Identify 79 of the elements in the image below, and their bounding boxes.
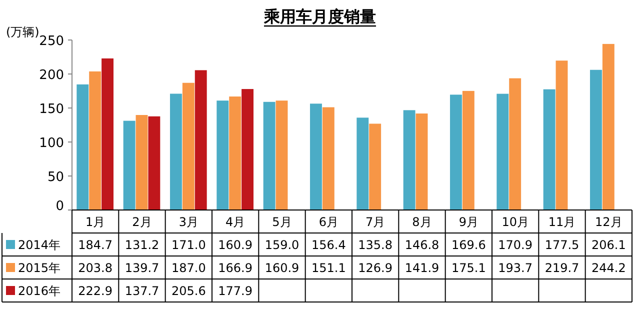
bar: [216, 100, 229, 210]
legend-label: 2015年: [18, 261, 61, 275]
data-label: 169.6: [451, 238, 486, 252]
x-tick-label: 3月: [178, 215, 198, 229]
x-tick-label: 10月: [502, 215, 529, 229]
x-tick-label: 5月: [272, 215, 292, 229]
x-tick-label: 2月: [132, 215, 152, 229]
bar: [148, 116, 160, 210]
data-label: 126.9: [358, 261, 393, 275]
bar: [416, 114, 428, 210]
y-tick-label: 250: [39, 34, 64, 49]
bar: [509, 78, 522, 210]
chart-title: 乘用车月度销量: [263, 7, 376, 26]
bar: [89, 71, 102, 210]
data-label: 131.2: [124, 238, 160, 252]
data-label: 222.9: [78, 284, 113, 298]
y-tick-label: 0: [56, 199, 64, 214]
data-label: 187.0: [171, 261, 206, 275]
data-label: 141.9: [404, 261, 440, 275]
bar: [543, 89, 556, 210]
data-label: 184.7: [78, 238, 113, 252]
bar: [194, 70, 207, 210]
bar: [496, 94, 509, 210]
data-label: 159.0: [264, 238, 300, 252]
y-tick-label: 200: [39, 68, 64, 83]
bar: [322, 107, 334, 210]
y-axis-title: (万辆): [6, 25, 40, 39]
bar: [403, 110, 416, 210]
data-label: 137.7: [124, 284, 160, 298]
data-label: 193.7: [498, 261, 533, 275]
data-label: 170.9: [498, 238, 533, 252]
data-label: 219.7: [544, 261, 580, 275]
bar: [123, 120, 136, 210]
data-label: 205.6: [171, 284, 206, 298]
bar: [276, 100, 288, 210]
data-label: 151.1: [311, 261, 346, 275]
bar: [136, 115, 148, 210]
x-tick-label: 7月: [366, 215, 386, 229]
bar: [170, 94, 182, 210]
bar: [462, 90, 474, 210]
bar: [263, 102, 276, 210]
bar: [310, 104, 322, 210]
y-tick-label: 50: [47, 170, 64, 185]
data-label: 203.8: [78, 261, 113, 275]
x-tick-label: 9月: [458, 215, 478, 229]
legend-label: 2014年: [18, 238, 61, 252]
y-tick-label: 150: [39, 102, 64, 117]
bar: [229, 96, 242, 210]
legend-label: 2016年: [18, 284, 61, 298]
data-label: 171.0: [171, 238, 206, 252]
x-tick-label: 11月: [548, 215, 576, 229]
data-label: 177.9: [218, 284, 253, 298]
bar: [590, 70, 602, 210]
data-label: 177.5: [544, 238, 580, 252]
bar: [369, 124, 382, 210]
bar: [556, 60, 568, 210]
data-label: 166.9: [218, 261, 253, 275]
bar: [76, 84, 89, 210]
x-tick-label: 1月: [86, 215, 106, 229]
data-label: 160.9: [264, 261, 300, 275]
x-tick-label: 8月: [412, 215, 432, 229]
x-tick-label: 12月: [595, 215, 622, 229]
x-tick-label: 6月: [318, 215, 338, 229]
bar: [356, 118, 369, 210]
data-label: 206.1: [591, 238, 626, 252]
data-label: 156.4: [311, 238, 346, 252]
bar: [102, 58, 114, 210]
bar: [182, 82, 194, 210]
data-label: 244.2: [591, 261, 626, 275]
y-tick-label: 100: [39, 136, 64, 151]
bar: [242, 89, 254, 210]
data-label: 175.1: [451, 261, 486, 275]
data-label: 146.8: [404, 238, 440, 252]
data-label: 160.9: [218, 238, 253, 252]
data-label: 139.7: [124, 261, 160, 275]
x-tick-label: 4月: [226, 215, 246, 229]
bar: [450, 94, 462, 210]
data-label: 135.8: [358, 238, 393, 252]
bar: [602, 44, 614, 210]
